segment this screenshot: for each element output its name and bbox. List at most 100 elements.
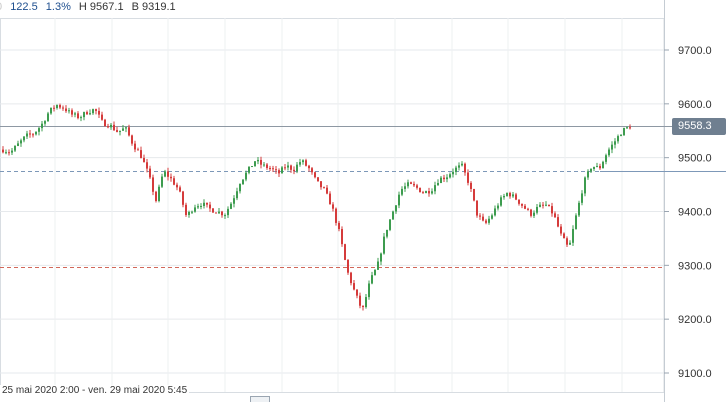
candle-body (578, 202, 580, 216)
candle-body (425, 191, 427, 194)
candle-body (383, 236, 385, 254)
candle-body (293, 169, 295, 172)
candle-body (629, 127, 631, 129)
candle-body (458, 165, 460, 168)
candle-body (266, 164, 268, 168)
scroll-handle[interactable] (250, 396, 270, 402)
candle-body (356, 289, 358, 296)
candle-body (596, 166, 598, 168)
candle-body (431, 191, 433, 194)
candle-body (482, 216, 484, 221)
candle-body (269, 167, 271, 169)
candle-body (419, 187, 421, 193)
date-range-label: 25 mai 2020 2:00 - ven. 29 mai 2020 5:45 (0, 385, 190, 396)
candle-body (125, 127, 127, 129)
candle-body (140, 150, 142, 158)
candle-body (467, 172, 469, 183)
y-tick-label: 9500.0 (678, 153, 712, 165)
candle-body (230, 203, 232, 209)
candle-body (557, 217, 559, 227)
candle-body (377, 261, 379, 270)
candle-body (479, 215, 481, 217)
candle-body (182, 191, 184, 205)
candle-body (302, 160, 304, 163)
candle-body (161, 176, 163, 187)
candle-body (131, 135, 133, 144)
high-value: H 9567.1 (78, 1, 124, 13)
candle-body (35, 131, 37, 135)
candle-body (260, 159, 262, 165)
candle-body (341, 229, 343, 245)
candle-body (8, 152, 10, 154)
candle-body (146, 162, 148, 169)
candle-body (410, 182, 412, 184)
candle-body (407, 182, 409, 187)
candle-body (485, 220, 487, 223)
candle-body (47, 113, 49, 122)
candle-body (11, 150, 13, 153)
candle-body (329, 193, 331, 205)
candle-body (158, 186, 160, 201)
candle-body (95, 109, 97, 111)
candle-body (314, 172, 316, 178)
candle-body (587, 171, 589, 178)
candle-body (74, 113, 76, 115)
candle-body (152, 177, 154, 192)
candle-body (287, 165, 289, 168)
candle-body (221, 211, 223, 216)
candle-body (167, 171, 169, 177)
candle-body (98, 110, 100, 115)
candle-body (155, 191, 157, 201)
candle-body (86, 112, 88, 115)
candle-body (626, 127, 628, 129)
y-tick-label: 9300.0 (678, 260, 712, 272)
candle-body (143, 157, 145, 163)
candle-body (23, 136, 25, 141)
candle-body (32, 134, 34, 136)
candle-body (470, 182, 472, 189)
candle-body (551, 206, 553, 214)
candle-body (20, 140, 22, 144)
candle-body (422, 192, 424, 194)
candle-body (113, 124, 115, 131)
candle-body (194, 207, 196, 212)
candle-body (263, 164, 265, 166)
candle-body (59, 105, 61, 108)
candle-body (107, 126, 109, 128)
candle-body (536, 206, 538, 213)
candle-body (521, 203, 523, 206)
candle-body (623, 127, 625, 136)
candle-body (386, 229, 388, 237)
candle-body (242, 179, 244, 185)
candle-body (590, 168, 592, 172)
candle-body (542, 204, 544, 206)
candle-body (308, 165, 310, 169)
candle-body (533, 212, 535, 216)
candle-body (491, 215, 493, 219)
candle-body (599, 166, 601, 169)
candle-body (215, 212, 217, 214)
candle-body (29, 133, 31, 135)
candle-body (116, 130, 118, 132)
last-price-label: 9558.3 (672, 118, 726, 135)
candle-body (515, 194, 517, 200)
candle-body (443, 177, 445, 180)
candle-body (611, 144, 613, 150)
candle-body (554, 213, 556, 218)
change-percent: 1.3% (45, 1, 71, 13)
candle-body (296, 164, 298, 172)
candle-body (371, 275, 373, 284)
candle-body (614, 141, 616, 145)
candle-body (134, 143, 136, 150)
candle-body (602, 161, 604, 169)
candle-body (476, 200, 478, 216)
change-absolute: 122.5 (10, 1, 38, 13)
candle-body (224, 215, 226, 217)
candle-body (311, 168, 313, 173)
candle-body (389, 219, 391, 230)
candle-body (236, 191, 238, 199)
candle-body (539, 204, 541, 207)
candle-body (170, 176, 172, 179)
candle-body (563, 233, 565, 239)
